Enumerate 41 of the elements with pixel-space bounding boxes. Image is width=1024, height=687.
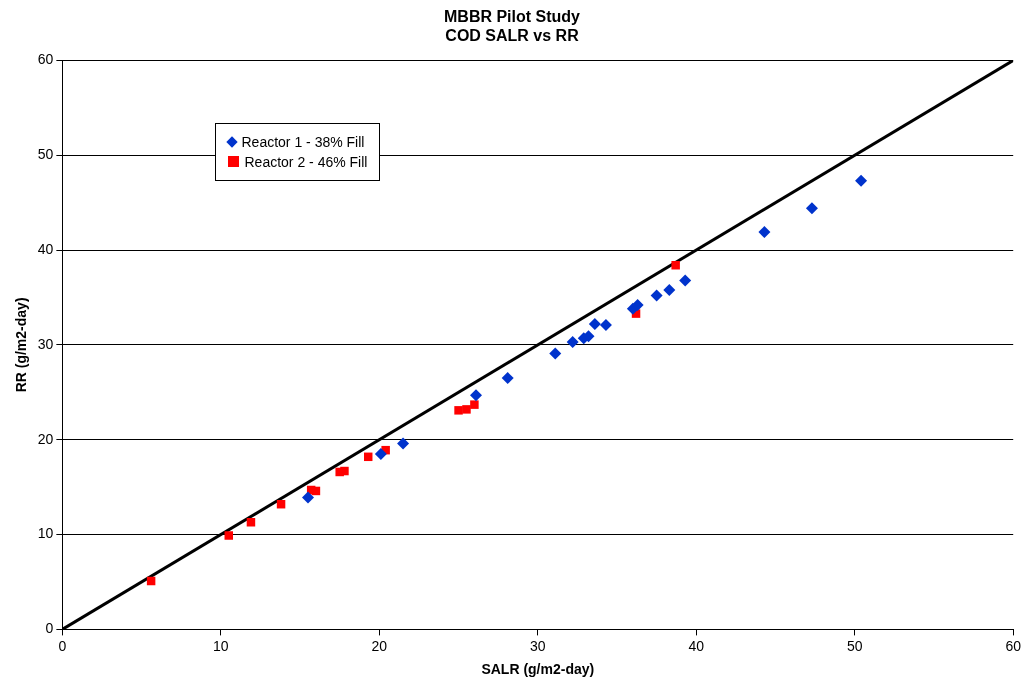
y-tick-label: 10 bbox=[37, 525, 54, 542]
point bbox=[462, 405, 471, 414]
point bbox=[549, 347, 562, 360]
point bbox=[599, 318, 612, 331]
chart-subtitle: COD SALR vs RR bbox=[445, 27, 580, 45]
x-tick-label: 60 bbox=[1005, 637, 1022, 654]
point bbox=[855, 174, 868, 187]
point bbox=[566, 336, 579, 349]
y-tick-label: 0 bbox=[45, 620, 54, 637]
point bbox=[501, 372, 514, 385]
y-tick-label: 40 bbox=[37, 240, 54, 257]
x-tick-label: 30 bbox=[530, 637, 546, 654]
y-tick-label: 50 bbox=[37, 146, 54, 163]
point bbox=[397, 437, 410, 450]
point bbox=[302, 491, 315, 504]
x-tick-label: 50 bbox=[846, 637, 863, 654]
x-tick-label: 10 bbox=[213, 637, 229, 654]
y-tick-label: 20 bbox=[37, 430, 54, 447]
point bbox=[340, 466, 349, 476]
chart-title: MBBR Pilot Study bbox=[444, 8, 581, 26]
point bbox=[224, 531, 234, 540]
point bbox=[758, 226, 771, 239]
point bbox=[663, 283, 676, 296]
y-tick-label: 30 bbox=[37, 335, 54, 352]
point bbox=[671, 261, 680, 270]
legend-label: Reactor 2 - 46% Fill bbox=[244, 153, 368, 170]
point bbox=[374, 447, 387, 460]
point bbox=[679, 274, 692, 287]
point bbox=[469, 389, 482, 402]
legend-label: Reactor 1 - 38% Fill bbox=[241, 133, 365, 150]
point bbox=[470, 400, 479, 409]
y-axis-title: RR (g/m2-day) bbox=[13, 297, 30, 393]
x-axis-title: SALR (g/m2-day) bbox=[481, 661, 595, 678]
y-tick-label: 60 bbox=[37, 51, 54, 68]
point bbox=[805, 202, 818, 215]
point bbox=[650, 289, 663, 302]
x-tick-label: 40 bbox=[688, 637, 705, 654]
point bbox=[454, 406, 463, 415]
x-tick-label: 0 bbox=[58, 637, 67, 654]
point bbox=[588, 318, 601, 331]
x-tick-label: 20 bbox=[371, 637, 388, 654]
